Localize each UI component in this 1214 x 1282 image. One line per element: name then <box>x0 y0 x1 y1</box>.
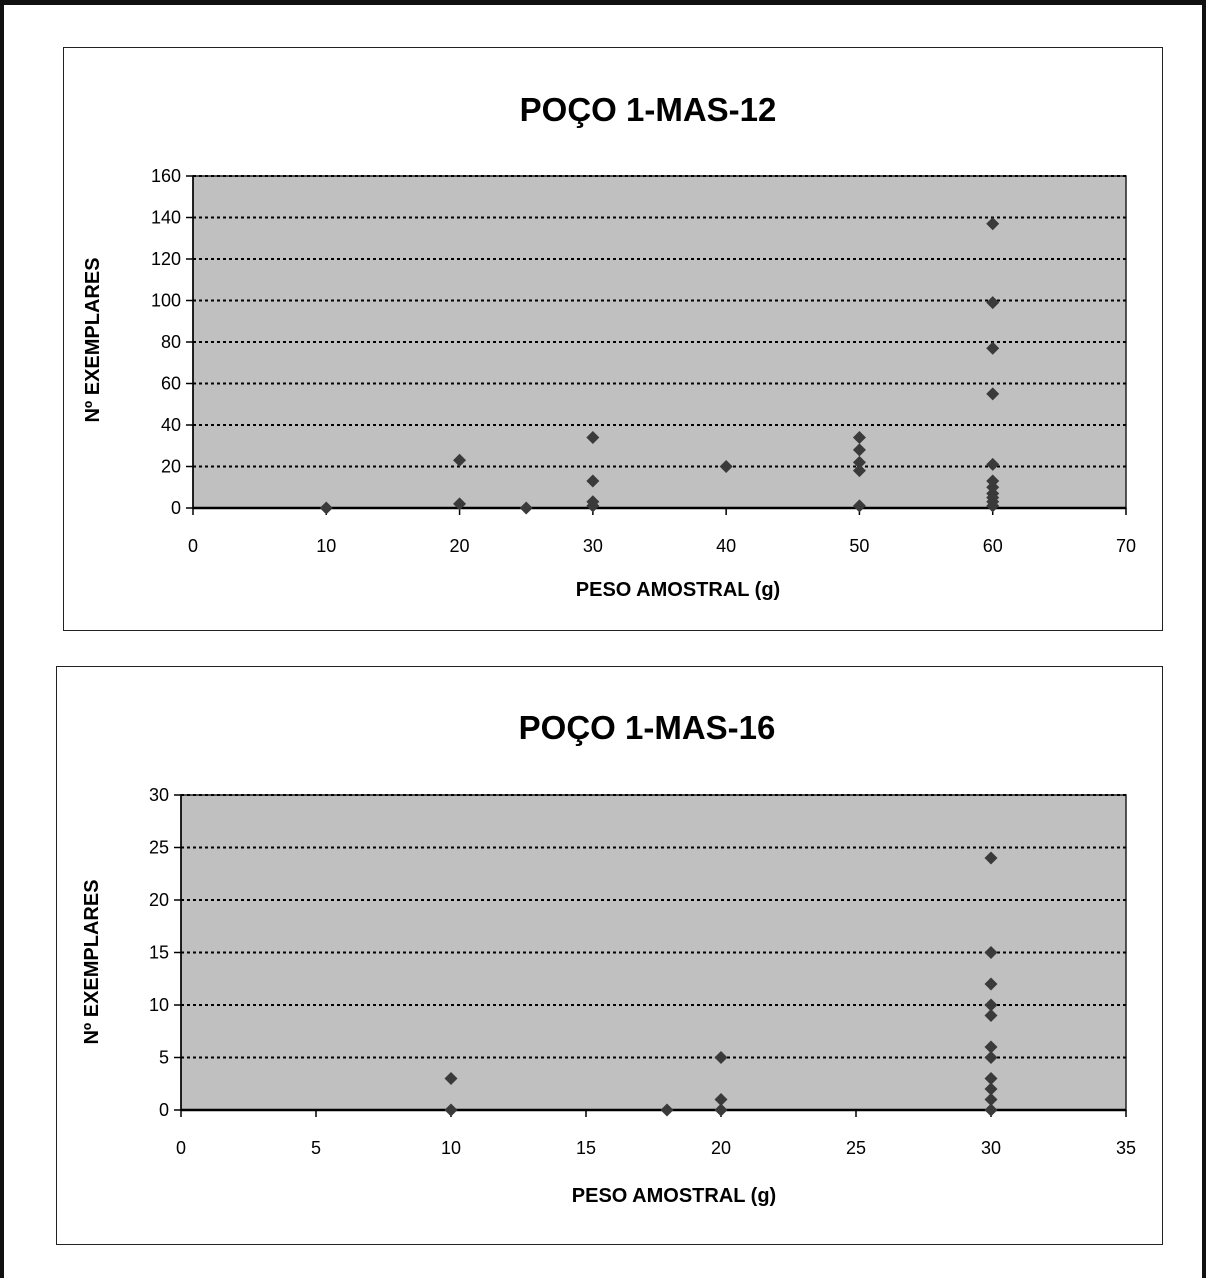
y-tick-label: 140 <box>151 208 181 228</box>
y-axis-label: Nº EXEMPLARES <box>82 257 104 422</box>
x-tick-label: 30 <box>583 536 603 556</box>
x-axis-label: PESO AMOSTRAL (g) <box>576 579 780 601</box>
data-point <box>984 946 998 959</box>
y-tick-label: 60 <box>161 374 181 394</box>
scatter-chart-poco-1-mas-12: 0 20 40 60 80 100 120 140 160 0 10 20 30 40 50 60 70 POÇ… <box>82 91 1136 601</box>
data-point <box>984 1093 998 1106</box>
y-tick-label: 30 <box>149 785 169 805</box>
data-point <box>319 501 333 515</box>
x-tick-label: 10 <box>316 536 336 556</box>
data-point <box>986 296 1000 310</box>
data-point <box>444 1072 458 1085</box>
y-tick-label: 0 <box>159 1100 169 1120</box>
data-point <box>984 1040 998 1054</box>
data-point <box>714 1093 728 1106</box>
data-point <box>714 1103 728 1117</box>
data-point <box>714 1051 728 1064</box>
data-point <box>852 464 866 478</box>
data-point <box>984 851 998 865</box>
y-tick-label: 120 <box>151 249 181 269</box>
x-tick-label: 60 <box>983 536 1003 556</box>
data-point <box>986 499 1000 513</box>
data-point <box>986 457 1000 471</box>
y-tick-label: 0 <box>171 498 181 518</box>
chart-panel-1: 0 20 40 60 80 100 120 140 160 0 10 20 30 40 50 60 70 POÇ… <box>63 47 1163 631</box>
x-tick-label: 0 <box>176 1138 186 1158</box>
scatter-chart-poco-1-mas-16: 0 5 10 15 20 25 30 0 5 10 15 20 25 30 35 POÇO 1-MAS-16… <box>81 709 1136 1207</box>
data-point <box>984 1072 998 1085</box>
x-tick-label: 5 <box>311 1138 321 1158</box>
x-tick-label: 25 <box>846 1138 866 1158</box>
data-point <box>984 1103 998 1117</box>
x-tick-label: 20 <box>450 536 470 556</box>
data-point <box>586 474 600 488</box>
y-tick-label: 15 <box>149 943 169 963</box>
y-tick-label: 20 <box>161 457 181 477</box>
data-point <box>519 501 533 515</box>
data-point <box>453 453 467 467</box>
x-tick-label: 15 <box>576 1138 596 1158</box>
y-axis-label: Nº EXEMPLARES <box>81 879 103 1044</box>
y-tick-label: 160 <box>151 166 181 186</box>
y-tick-label: 10 <box>149 995 169 1015</box>
data-point <box>444 1103 458 1117</box>
data-point <box>984 998 998 1012</box>
data-point <box>852 455 866 469</box>
y-tick-label: 25 <box>149 838 169 858</box>
data-point <box>984 977 998 991</box>
x-axis-label: PESO AMOSTRAL (g) <box>572 1185 776 1207</box>
y-tick-label: 5 <box>159 1048 169 1068</box>
data-point <box>986 341 1000 355</box>
y-tick-label: 40 <box>161 415 181 435</box>
data-point <box>660 1103 674 1117</box>
data-point <box>984 1009 998 1022</box>
x-tick-label: 35 <box>1116 1138 1136 1158</box>
x-tick-label: 30 <box>981 1138 1001 1158</box>
chart-title: POÇO 1-MAS-12 <box>520 91 777 128</box>
chart-title: POÇO 1-MAS-16 <box>519 709 776 746</box>
x-tick-label: 50 <box>849 536 869 556</box>
data-point <box>986 387 1000 401</box>
x-tick-label: 20 <box>711 1138 731 1158</box>
data-point <box>986 217 1000 231</box>
y-tick-label: 20 <box>149 890 169 910</box>
data-point <box>719 460 733 473</box>
x-tick-label: 0 <box>188 536 198 556</box>
data-point <box>586 430 600 444</box>
data-point <box>852 499 866 513</box>
chart-panel-2: 0 5 10 15 20 25 30 0 5 10 15 20 25 30 35 POÇO 1-MAS-16… <box>56 666 1163 1245</box>
y-tick-label: 80 <box>161 332 181 352</box>
x-tick-label: 40 <box>716 536 736 556</box>
y-tick-label: 100 <box>151 291 181 311</box>
x-tick-label: 10 <box>441 1138 461 1158</box>
data-point <box>852 443 866 457</box>
data-point <box>984 1051 998 1064</box>
data-point <box>852 430 866 444</box>
data-point <box>586 499 600 513</box>
x-tick-label: 70 <box>1116 536 1136 556</box>
plot-area <box>180 794 1127 1111</box>
data-point <box>453 497 467 511</box>
data-point <box>984 1082 998 1096</box>
